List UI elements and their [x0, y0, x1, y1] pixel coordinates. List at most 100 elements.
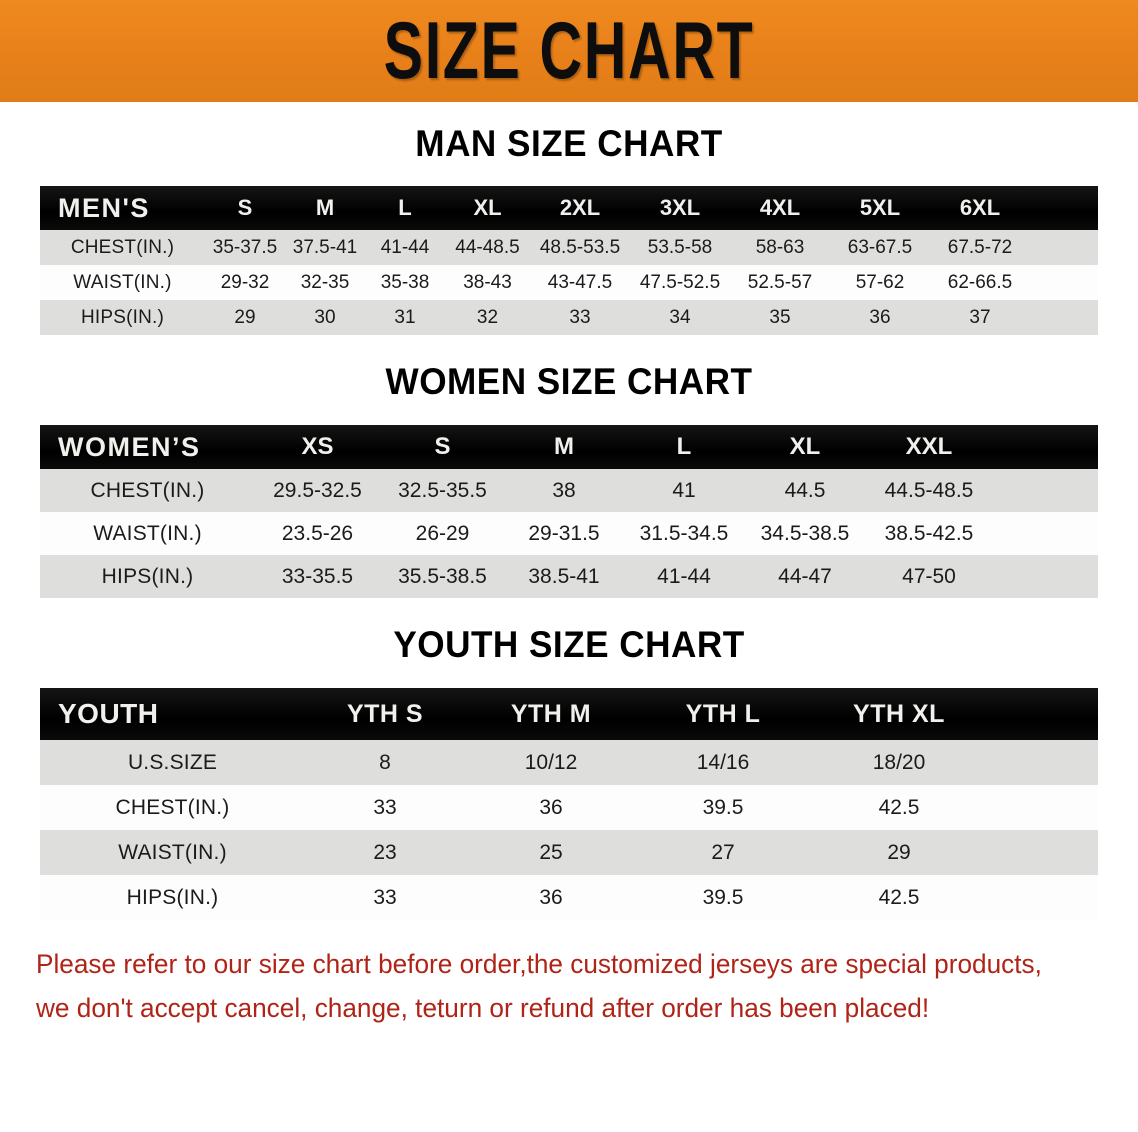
man-cell: 47.5-52.5	[639, 271, 721, 293]
man-cell: 35	[769, 306, 791, 328]
man-cell: 35-38	[380, 271, 430, 293]
youth-col-header-3: YTH L	[685, 699, 761, 728]
youth-cell: 23	[373, 840, 397, 864]
women-col-header-2: S	[434, 433, 451, 460]
man-cell-pad	[1030, 230, 1098, 265]
women-cell: 38.5-42.5	[884, 521, 974, 545]
youth-cell: 14/16	[696, 750, 750, 774]
women-col-header-1: XS	[301, 433, 334, 460]
disclaimer-line-2: we don't accept cancel, change, teturn o…	[36, 993, 930, 1023]
man-cell: 33	[569, 306, 591, 328]
man-col-header-8: 5XL	[859, 195, 901, 220]
man-cell: 48.5-53.5	[539, 236, 621, 258]
size-chart-banner: SIZE CHART	[0, 0, 1138, 102]
youth-row-label-3: WAIST(IN.)	[118, 840, 227, 864]
disclaimer-line-1: Please refer to our size chart before or…	[36, 949, 1042, 979]
man-size-table: MEN'S S M L XL 2XL 3XL 4XL 5XL 6XL CHEST…	[40, 186, 1098, 335]
man-cell: 58-63	[755, 236, 805, 258]
youth-row-label-4: HIPS(IN.)	[126, 885, 219, 909]
youth-cell: 36	[539, 795, 563, 819]
man-cell: 29-32	[220, 271, 270, 293]
youth-cell: 25	[539, 840, 563, 864]
women-cell: 32.5-35.5	[398, 478, 487, 502]
women-cell: 38.5-41	[528, 564, 600, 588]
women-col-header-3: M	[554, 433, 574, 460]
table-row: HIPS(IN.) 33 36 39.5 42.5	[40, 875, 1098, 920]
man-cell: 37.5-41	[292, 236, 358, 258]
youth-cell: 8	[379, 750, 391, 774]
youth-size-table: YOUTH YTH S YTH M YTH L YTH XL U.S.SIZE …	[40, 688, 1098, 920]
youth-section-title: YOUTH SIZE CHART	[393, 624, 745, 665]
table-row: HIPS(IN.) 29 30 31 32 33 34 35 36 37	[40, 300, 1098, 335]
youth-cell-pad	[989, 740, 1098, 785]
women-cell: 26-29	[415, 521, 470, 545]
women-table-header-row: WOMEN’S XS S M L XL XXL	[40, 425, 1098, 469]
women-col-header-pad	[993, 425, 1098, 469]
women-col-header-6: XXL	[905, 433, 953, 460]
women-cell: 44-47	[778, 564, 832, 588]
women-cell: 31.5-34.5	[639, 521, 729, 545]
youth-cell: 42.5	[878, 795, 920, 819]
youth-row-label-1: U.S.SIZE	[127, 750, 218, 774]
man-col-header-5: 2XL	[559, 195, 601, 220]
man-cell: 29	[234, 306, 256, 328]
youth-cell: 36	[539, 885, 563, 909]
man-section-title: MAN SIZE CHART	[415, 123, 723, 164]
man-cell: 53.5-58	[647, 236, 713, 258]
women-cell: 33-35.5	[281, 564, 354, 588]
table-row: WAIST(IN.) 29-32 32-35 35-38 38-43 43-47…	[40, 265, 1098, 300]
man-cell-pad	[1030, 265, 1098, 300]
man-col-header-6: 3XL	[659, 195, 701, 220]
women-cell: 41	[672, 478, 696, 502]
youth-cell: 10/12	[524, 750, 578, 774]
man-cell: 34	[669, 306, 691, 328]
women-cell-pad	[993, 512, 1098, 555]
women-cell: 34.5-38.5	[760, 521, 850, 545]
youth-cell-pad	[989, 875, 1098, 920]
women-size-table: WOMEN’S XS S M L XL XXL CHEST(IN.) 29.5-…	[40, 425, 1098, 598]
man-cell: 62-66.5	[947, 271, 1013, 293]
man-row-label-3: HIPS(IN.)	[80, 306, 165, 328]
man-corner-label: MEN'S	[58, 192, 150, 223]
man-table-header-row: MEN'S S M L XL 2XL 3XL 4XL 5XL 6XL	[40, 186, 1098, 230]
man-cell: 52.5-57	[747, 271, 813, 293]
man-col-header-2: M	[315, 195, 335, 220]
man-cell: 67.5-72	[947, 236, 1013, 258]
women-cell: 44.5-48.5	[884, 478, 974, 502]
women-corner-label: WOMEN’S	[58, 431, 201, 462]
youth-col-header-pad	[989, 688, 1098, 740]
man-cell: 31	[394, 306, 416, 328]
man-cell: 36	[869, 306, 891, 328]
man-cell: 44-48.5	[455, 236, 520, 258]
man-cell: 43-47.5	[547, 271, 613, 293]
table-row: CHEST(IN.) 35-37.5 37.5-41 41-44 44-48.5…	[40, 230, 1098, 265]
women-cell: 41-44	[657, 564, 711, 588]
youth-col-header-4: YTH XL	[853, 699, 945, 728]
banner-title: SIZE CHART	[383, 6, 755, 96]
youth-cell: 33	[373, 885, 397, 909]
youth-cell: 42.5	[878, 885, 920, 909]
women-cell: 29.5-32.5	[273, 478, 362, 502]
women-cell: 44.5	[784, 478, 826, 502]
man-cell: 30	[314, 306, 336, 328]
youth-cell: 39.5	[702, 795, 744, 819]
youth-cell: 27	[711, 840, 735, 864]
man-col-header-3: L	[398, 195, 412, 220]
women-cell: 47-50	[902, 564, 956, 588]
women-cell: 35.5-38.5	[398, 564, 487, 588]
man-col-header-pad	[1030, 186, 1098, 230]
youth-table-header-row: YOUTH YTH S YTH M YTH L YTH XL	[40, 688, 1098, 740]
man-cell: 32-35	[300, 271, 350, 293]
table-row: CHEST(IN.) 33 36 39.5 42.5	[40, 785, 1098, 830]
women-cell: 29-31.5	[528, 521, 600, 545]
women-col-header-4: L	[676, 433, 692, 460]
women-row-label-2: WAIST(IN.)	[93, 521, 202, 545]
women-cell: 23.5-26	[281, 521, 354, 545]
table-row: HIPS(IN.) 33-35.5 35.5-38.5 38.5-41 41-4…	[40, 555, 1098, 598]
youth-cell: 39.5	[702, 885, 744, 909]
man-cell-pad	[1030, 300, 1098, 335]
women-cell: 38	[552, 478, 576, 502]
table-row: WAIST(IN.) 23 25 27 29	[40, 830, 1098, 875]
man-cell: 41-44	[380, 236, 430, 258]
youth-col-header-2: YTH M	[510, 699, 592, 728]
